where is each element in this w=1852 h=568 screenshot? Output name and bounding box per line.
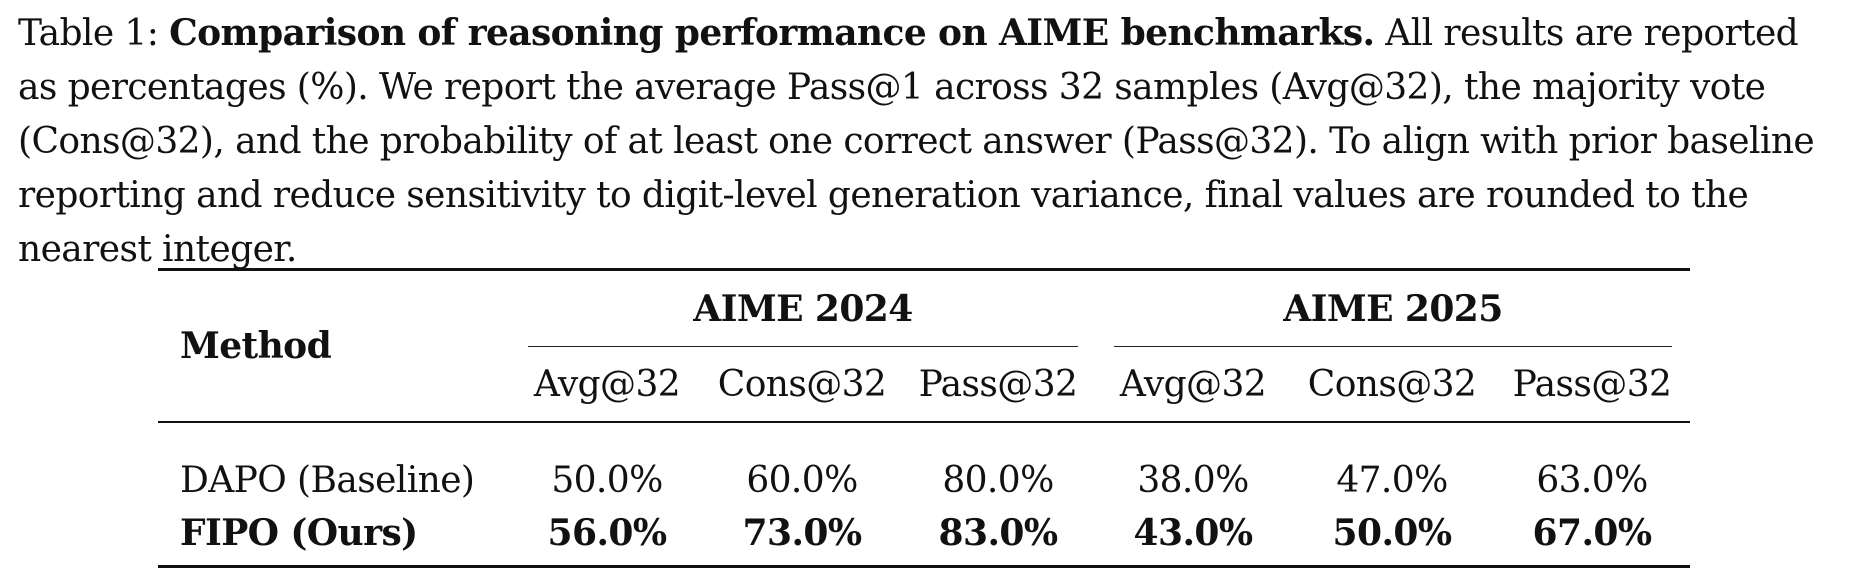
caption-title: Comparison of reasoning performance on A… [169,12,1375,54]
table-row: DAPO (Baseline) 50.0% 60.0% 80.0% 38.0% … [158,422,1690,505]
caption-text: All results are reported as percentages … [18,13,1815,270]
value-cell: 50.0% [551,460,663,501]
metric-header: Pass@32 [918,363,1078,405]
group-label: AIME 2025 [1283,288,1503,330]
method-header: Method [180,325,332,367]
method-cell: FIPO (Ours) [180,512,418,554]
value-cell: 43.0% [1133,512,1253,554]
value-cell: 47.0% [1336,460,1448,501]
value-cell: 38.0% [1137,460,1249,501]
metric-header: Cons@32 [717,363,887,405]
value-cell: 80.0% [942,460,1054,501]
value-cell: 67.0% [1532,512,1652,554]
value-cell: 60.0% [746,460,858,501]
group-underline [528,346,1078,347]
value-cell: 63.0% [1536,460,1648,501]
metric-header: Cons@32 [1307,363,1477,405]
method-cell: DAPO (Baseline) [180,460,475,501]
value-cell: 50.0% [1332,512,1452,554]
results-table: Method AIME 2024 AIME 2025 Avg@32 Cons@3… [158,268,1690,568]
group-underline [1114,346,1672,347]
group-header-row: Method AIME 2024 AIME 2025 [158,269,1690,367]
metric-header: Pass@32 [1512,363,1672,405]
caption-label: Table 1: [18,13,159,54]
table-row: FIPO (Ours) 56.0% 73.0% 83.0% 43.0% 50.0… [158,505,1690,567]
value-cell: 73.0% [742,512,862,554]
metric-header-row: Avg@32 Cons@32 Pass@32 Avg@32 Cons@32 Pa… [158,347,1690,422]
group-label: AIME 2024 [693,288,913,330]
group-header-aime-2024: AIME 2024 [510,270,1096,347]
group-header-aime-2025: AIME 2025 [1096,270,1690,347]
metric-header: Avg@32 [1119,363,1267,405]
table-caption: Table 1: Comparison of reasoning perform… [18,6,1838,277]
value-cell: 56.0% [547,512,667,554]
metric-header: Avg@32 [533,363,681,405]
value-cell: 83.0% [938,512,1058,554]
